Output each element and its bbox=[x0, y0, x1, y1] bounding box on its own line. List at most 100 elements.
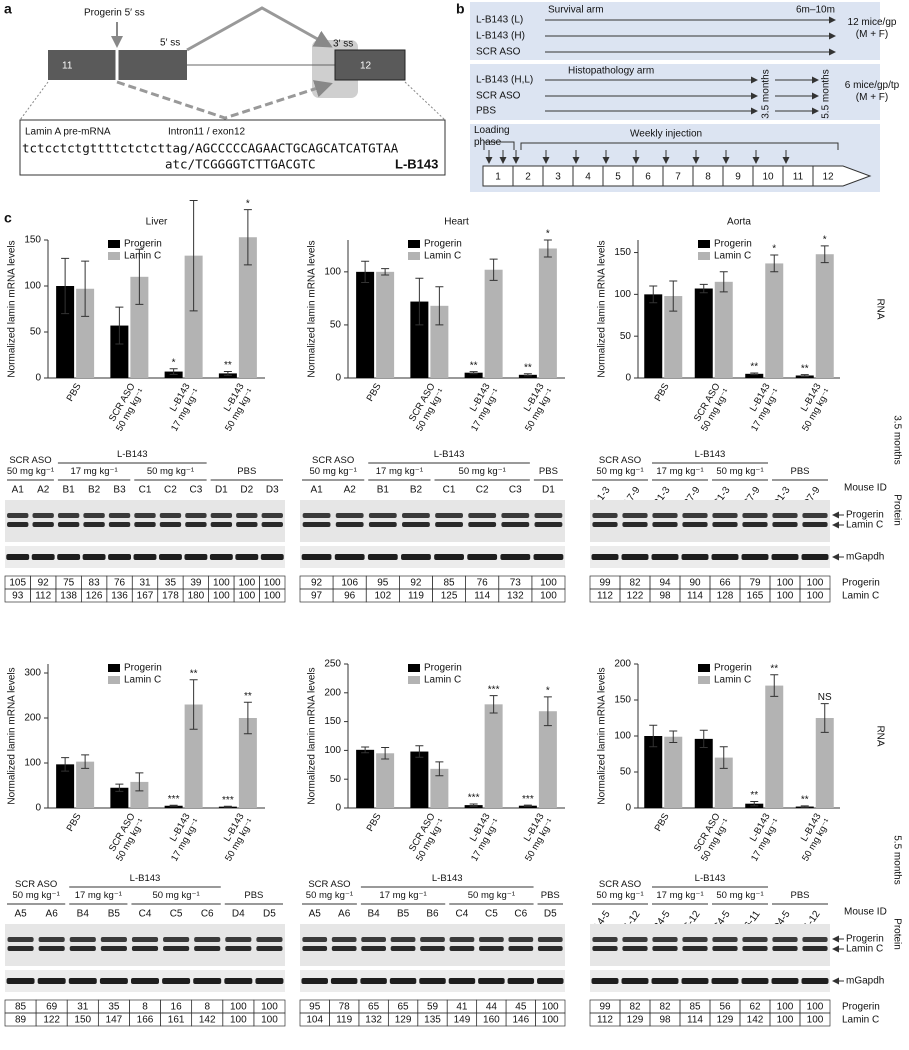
row-label: Lamin C bbox=[842, 591, 879, 602]
significance: ** bbox=[190, 668, 198, 679]
legend-label: Progerin bbox=[124, 663, 162, 674]
y-axis-label: Normalized lamin mRNA levels bbox=[7, 240, 18, 377]
error-bar bbox=[435, 761, 444, 777]
lane-label: C5 bbox=[170, 909, 183, 920]
table-cell bbox=[799, 1012, 831, 1027]
row-label: Protein bbox=[891, 494, 902, 526]
bar bbox=[130, 781, 149, 808]
week-label: 7 bbox=[675, 172, 681, 183]
band-label: Lamin C bbox=[846, 520, 883, 531]
table-value: 100 bbox=[777, 578, 794, 589]
error-bar bbox=[381, 747, 390, 760]
error-bar bbox=[415, 277, 424, 326]
band bbox=[652, 513, 678, 518]
band bbox=[260, 554, 284, 560]
table-value: 149 bbox=[454, 1015, 471, 1026]
legend-swatch bbox=[108, 240, 120, 248]
band bbox=[389, 978, 417, 984]
table-cell bbox=[253, 1012, 286, 1027]
band bbox=[507, 978, 535, 984]
bar bbox=[164, 805, 183, 808]
bar bbox=[110, 787, 129, 808]
progerin-splice-arc bbox=[116, 80, 333, 120]
group-label: L-B143 (H) bbox=[476, 31, 525, 42]
legend-swatch bbox=[108, 252, 120, 260]
week-label: 8 bbox=[705, 172, 711, 183]
row-label: Lamin C bbox=[842, 1015, 879, 1026]
table-value: 100 bbox=[238, 578, 255, 589]
band bbox=[31, 554, 55, 560]
arm-title: Histopathology arm bbox=[568, 66, 654, 77]
group-label: L-B143 bbox=[433, 449, 465, 461]
band-label: Lamin C bbox=[846, 944, 883, 955]
band bbox=[537, 978, 564, 984]
y-tick-label: 50 bbox=[330, 774, 342, 785]
band bbox=[225, 946, 252, 951]
y-tick-label: 0 bbox=[335, 803, 341, 814]
band bbox=[83, 513, 105, 518]
error-bar bbox=[435, 286, 444, 326]
band bbox=[131, 978, 159, 984]
table-value: 112 bbox=[35, 591, 51, 602]
bar bbox=[376, 271, 395, 378]
band bbox=[501, 522, 530, 527]
lane-label: B5 bbox=[108, 909, 121, 920]
bar bbox=[238, 237, 257, 378]
blot-panel bbox=[590, 500, 830, 542]
table-value: 136 bbox=[111, 591, 128, 602]
band bbox=[402, 522, 430, 527]
band bbox=[82, 554, 106, 560]
group-label: L-B143 bbox=[129, 873, 161, 885]
band bbox=[622, 946, 648, 951]
band bbox=[331, 937, 357, 942]
band bbox=[622, 522, 648, 527]
error-bar bbox=[469, 371, 478, 375]
band bbox=[261, 513, 283, 518]
band bbox=[210, 513, 233, 518]
table-value: 119 bbox=[336, 1015, 352, 1026]
y-tick-label: 250 bbox=[324, 659, 341, 670]
legend-swatch bbox=[698, 240, 710, 248]
band bbox=[508, 937, 534, 942]
legend-label: Lamin C bbox=[714, 251, 751, 262]
lane-label: C3 bbox=[509, 485, 522, 496]
error-bar bbox=[189, 199, 198, 312]
band bbox=[134, 513, 156, 518]
table-value: 73 bbox=[510, 578, 522, 589]
bar bbox=[765, 685, 784, 808]
band bbox=[435, 513, 463, 518]
bar bbox=[76, 288, 95, 378]
significance: ** bbox=[244, 691, 252, 702]
band bbox=[420, 946, 445, 951]
group-label: 50 mg kg⁻¹ bbox=[146, 466, 195, 478]
band-label: Progerin bbox=[846, 934, 884, 945]
band bbox=[468, 522, 497, 527]
table-value: 75 bbox=[63, 578, 75, 589]
significance: * bbox=[172, 357, 176, 368]
band bbox=[134, 522, 156, 527]
band bbox=[771, 978, 799, 984]
bar bbox=[745, 373, 764, 378]
band bbox=[57, 522, 80, 527]
table-value: 138 bbox=[60, 591, 77, 602]
week-label: 10 bbox=[762, 172, 774, 183]
lane-label: A2 bbox=[37, 485, 50, 496]
lane-label: A5 bbox=[309, 909, 322, 920]
band bbox=[37, 978, 66, 984]
table-value: 98 bbox=[659, 591, 671, 602]
band bbox=[402, 513, 430, 518]
band bbox=[131, 937, 159, 942]
band bbox=[368, 522, 397, 527]
table-value: 100 bbox=[542, 1002, 559, 1013]
band bbox=[133, 554, 157, 560]
band bbox=[772, 937, 798, 942]
y-tick-label: 150 bbox=[614, 695, 631, 706]
band bbox=[652, 937, 678, 942]
bar bbox=[714, 757, 733, 808]
band bbox=[802, 522, 828, 527]
site-label: Progerin 5′ ss bbox=[84, 8, 145, 19]
table-value: 98 bbox=[659, 1015, 671, 1026]
chart-title: Aorta bbox=[727, 217, 751, 228]
